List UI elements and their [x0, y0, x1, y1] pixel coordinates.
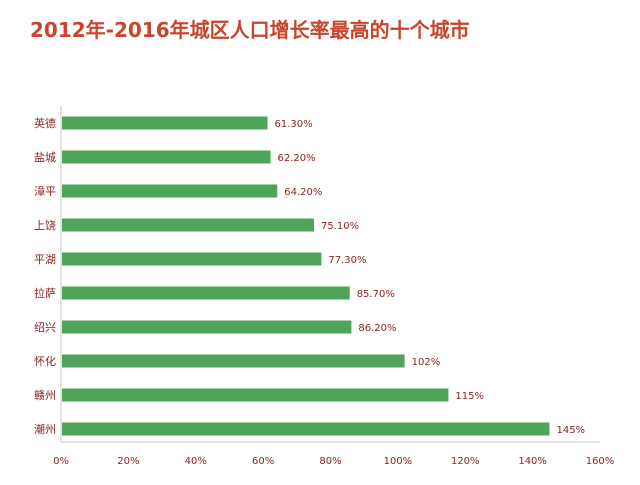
category-label: 盐城: [34, 151, 56, 164]
bar: [62, 354, 405, 368]
category-label: 拉萨: [34, 286, 56, 300]
category-label: 赣州: [34, 388, 56, 402]
x-tick-labels: 0% 20% 40% 60% 80% 100% 120% 140% 160%: [53, 456, 614, 467]
x-tick-label: 40%: [185, 456, 207, 467]
chart-title: 2012年-2016年城区人口增长率最高的十个城市: [30, 18, 470, 42]
bars-group: [62, 116, 550, 436]
bar: [62, 218, 314, 232]
value-label: 86.20%: [358, 323, 396, 334]
value-label: 75.10%: [321, 221, 359, 232]
bar: [62, 252, 322, 266]
value-label: 64.20%: [284, 187, 322, 198]
x-tick-label: 20%: [117, 456, 139, 467]
category-label: 潮州: [34, 422, 56, 436]
category-label: 绍兴: [34, 320, 56, 334]
value-label: 102%: [412, 357, 441, 368]
value-label: 61.30%: [275, 119, 313, 130]
value-labels: 61.30% 62.20% 64.20% 75.10% 77.30% 85.70% 86.2…: [275, 119, 586, 436]
bar: [62, 184, 278, 198]
x-tick-label: 80%: [319, 456, 341, 467]
bar: [62, 422, 550, 436]
category-label: 英德: [34, 116, 56, 130]
x-tick-label: 100%: [384, 456, 413, 467]
category-label: 上饶: [34, 219, 56, 232]
x-tick-label: 60%: [252, 456, 274, 467]
category-label: 漳平: [34, 184, 56, 198]
category-label: 平湖: [34, 253, 56, 266]
value-label: 77.30%: [328, 255, 366, 266]
bar: [62, 320, 352, 334]
bar: [62, 150, 271, 164]
value-label: 145%: [556, 425, 585, 436]
x-tick-label: 120%: [451, 456, 480, 467]
x-tick-label: 140%: [518, 456, 547, 467]
value-label: 85.70%: [357, 289, 395, 300]
value-label: 62.20%: [278, 153, 316, 164]
bar: [62, 388, 449, 402]
value-label: 115%: [455, 391, 484, 402]
category-label: 怀化: [34, 354, 56, 368]
bar: [62, 286, 350, 300]
bar: [62, 116, 268, 130]
x-tick-label: 0%: [53, 456, 69, 467]
x-tick-label: 160%: [586, 456, 615, 467]
